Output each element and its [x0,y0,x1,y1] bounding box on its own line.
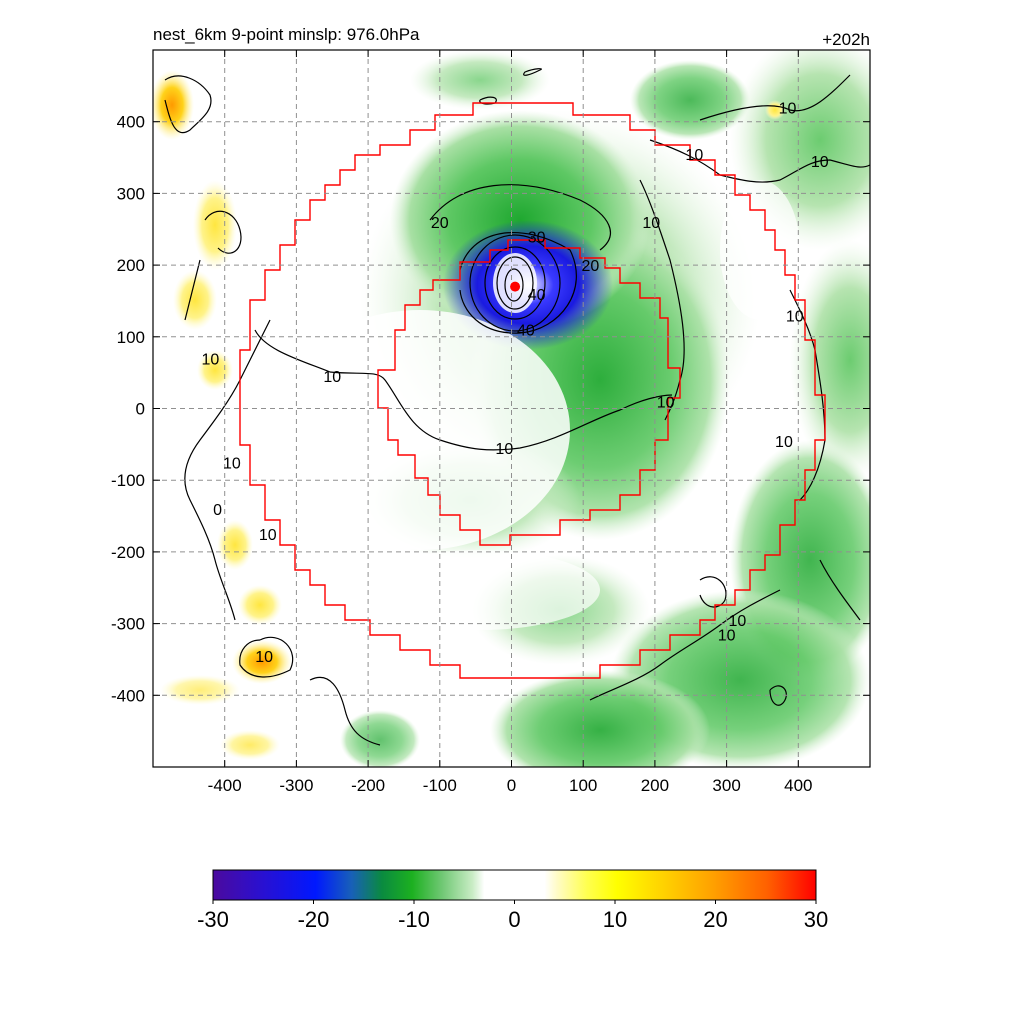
contour-label: 10 [657,394,675,411]
nest-boundaries [239,102,826,679]
y-tick-label: 300 [117,184,145,203]
x-tick-label: 100 [569,776,597,795]
contour-label: 10 [201,351,219,368]
contour-label: 10 [779,100,797,117]
colorbar-tick-label: -10 [398,907,430,932]
x-tick-label: -200 [351,776,385,795]
storm-center-marker [510,281,521,292]
contour-label: 0 [213,502,222,519]
contour-label: 10 [811,154,829,171]
contour-label: 10 [718,627,736,644]
x-tick-label: -100 [423,776,457,795]
contour-labels: 1010101010101010101010101010102020304040… [201,100,829,666]
colorbar-tick-label: -30 [197,907,229,932]
chart-title: nest_6km 9-point minslp: 976.0hPa [153,25,420,44]
contour-label: 20 [431,215,449,232]
contour-label: 20 [581,258,599,275]
x-tick-label: -300 [279,776,313,795]
y-tick-label: -300 [111,615,145,634]
colorbar-tick-label: 30 [804,907,828,932]
contour-label: 10 [642,215,660,232]
contour-label: 40 [528,287,546,304]
y-tick-label: -200 [111,543,145,562]
time-label: +202h [822,30,870,49]
x-tick-label: 400 [784,776,812,795]
contour-label: 10 [495,441,513,458]
contour-label: 10 [259,527,277,544]
y-tick-label: -400 [111,686,145,705]
y-tick-label: 400 [117,113,145,132]
x-tick-label: 200 [641,776,669,795]
contour-label: 40 [517,323,535,340]
shaded-field [153,50,870,767]
contour-label: 30 [528,229,546,246]
contour-label: 10 [255,649,273,666]
contour-label: 10 [685,147,703,164]
y-tick-label: 100 [117,328,145,347]
y-tick-label: -100 [111,471,145,490]
contour-label: 10 [786,308,804,325]
colorbar-tick-label: 0 [508,907,520,932]
colorbar-tick-label: 20 [703,907,727,932]
contour-label: 10 [323,369,341,386]
colorbar-tick-label: -20 [298,907,330,932]
y-tick-label: 0 [136,400,145,419]
contour-label: 10 [223,455,241,472]
colorbar-tick-label: 10 [603,907,627,932]
x-axis: -400 -300 -200 -100 0 100 200 300 400 [208,50,812,795]
x-tick-label: 300 [712,776,740,795]
x-tick-label: 0 [507,776,516,795]
colorbar [212,869,817,901]
contour-label: 10 [728,613,746,630]
colorbar-ticks: -30 -20 -10 0 10 20 30 [197,900,828,932]
contour-label: 10 [775,434,793,451]
y-tick-label: 200 [117,256,145,275]
grid-lines [153,50,870,767]
x-tick-label: -400 [208,776,242,795]
